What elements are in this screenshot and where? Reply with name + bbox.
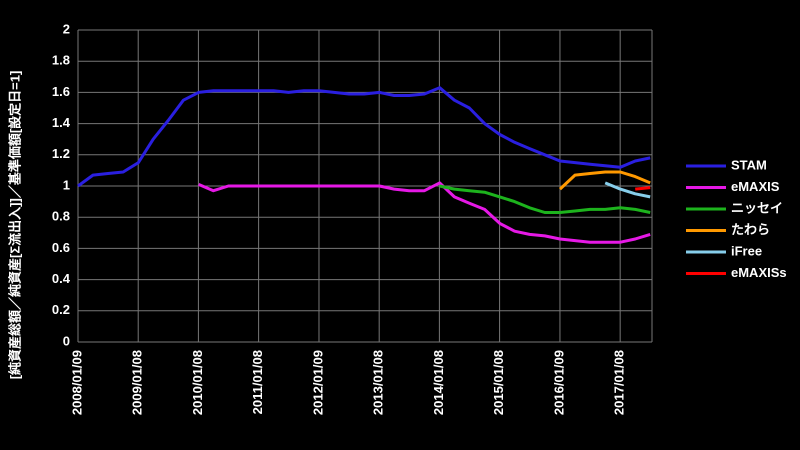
y-tick-label: 1.2 bbox=[52, 146, 70, 161]
legend-label: eMAXISs bbox=[731, 265, 787, 280]
y-tick-label: 0.2 bbox=[52, 302, 70, 317]
y-tick-label: 1.8 bbox=[52, 53, 70, 68]
legend-label: eMAXIS bbox=[731, 179, 780, 194]
series-line bbox=[604, 181, 651, 199]
x-tick-label: 2010/01/08 bbox=[190, 350, 205, 415]
x-tick-label: 2012/01/09 bbox=[310, 350, 325, 415]
y-tick-label: 0.8 bbox=[52, 209, 70, 224]
y-tick-label: 1.4 bbox=[52, 115, 71, 130]
y-axis-title: [純資産総額／純資産[Σ流出入]]／基準価額[設定日=1] bbox=[7, 71, 22, 380]
series-line bbox=[439, 184, 651, 214]
series-line bbox=[198, 181, 651, 244]
legend-label: ニッセイ bbox=[731, 200, 783, 215]
x-tick-label: 2011/01/08 bbox=[250, 350, 265, 414]
x-tick-label: 2016/01/09 bbox=[551, 350, 566, 415]
series-line bbox=[635, 186, 651, 191]
legend-label: たわら bbox=[731, 222, 770, 237]
x-tick-label: 2017/01/08 bbox=[612, 350, 627, 415]
y-tick-label: 1 bbox=[63, 177, 70, 192]
x-tick-label: 2013/01/08 bbox=[371, 350, 386, 415]
x-tick-label: 2015/01/08 bbox=[491, 350, 506, 415]
series-line bbox=[558, 170, 651, 191]
x-tick-label: 2008/01/09 bbox=[69, 350, 84, 415]
legend-label: STAM bbox=[731, 157, 767, 172]
y-tick-label: 0.6 bbox=[52, 240, 70, 255]
series-line bbox=[77, 86, 651, 188]
x-tick-label: 2009/01/08 bbox=[130, 350, 145, 415]
x-tick-label: 2014/01/08 bbox=[431, 350, 446, 415]
y-tick-label: 0 bbox=[63, 333, 70, 348]
y-tick-label: 2 bbox=[63, 21, 70, 36]
y-tick-label: 0.4 bbox=[52, 271, 71, 286]
y-tick-label: 1.6 bbox=[52, 84, 70, 99]
legend-label: iFree bbox=[731, 243, 762, 258]
